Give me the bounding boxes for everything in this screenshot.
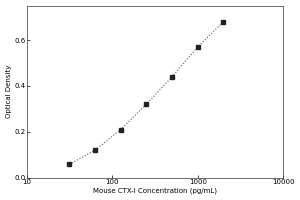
Y-axis label: Optical Density: Optical Density: [6, 65, 12, 118]
X-axis label: Mouse CTX-I Concentration (pg/mL): Mouse CTX-I Concentration (pg/mL): [93, 188, 217, 194]
